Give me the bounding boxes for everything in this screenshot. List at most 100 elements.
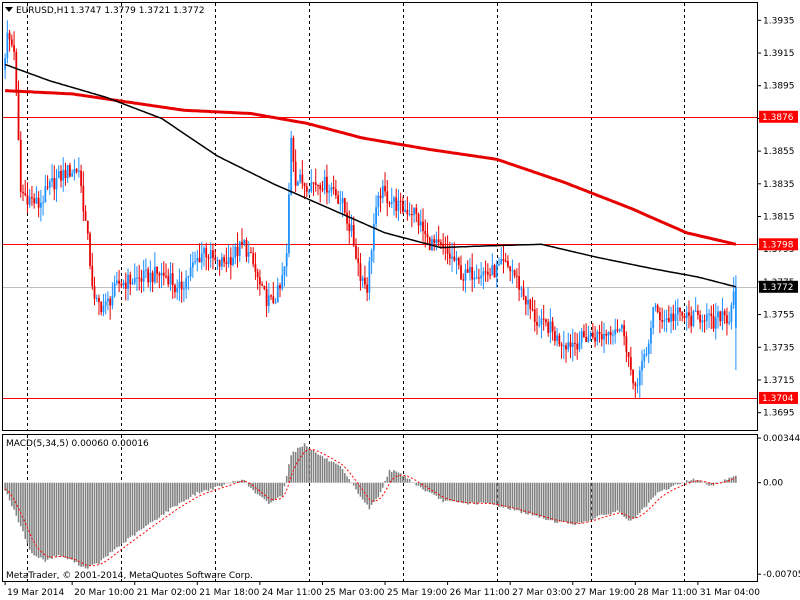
- macd-bar: [451, 482, 453, 502]
- candle-body: [529, 299, 532, 310]
- macd-bar: [455, 482, 458, 503]
- macd-bar: [379, 482, 382, 493]
- current-price-tag-label: 1.3772: [762, 283, 794, 293]
- candle-body: [82, 185, 85, 212]
- candle-body: [520, 288, 523, 290]
- macd-bar: [169, 482, 172, 509]
- macd-bar: [437, 482, 440, 499]
- macd-bar: [53, 482, 56, 557]
- candle-body: [189, 267, 192, 277]
- candle-body: [28, 197, 31, 205]
- candle-body: [504, 260, 507, 262]
- candle-body: [451, 256, 453, 259]
- candle-body: [100, 302, 103, 312]
- macd-bar: [355, 482, 357, 490]
- candle-body: [549, 321, 552, 333]
- macd-bar: [75, 482, 78, 562]
- macd-panel[interactable]: [2, 434, 758, 582]
- macd-bar: [556, 482, 558, 524]
- macd-bar: [674, 482, 677, 485]
- macd-bar: [464, 482, 467, 504]
- macd-bar: [104, 482, 107, 557]
- macd-bar: [283, 482, 286, 487]
- macd-bar: [547, 482, 549, 520]
- candle-body: [93, 286, 96, 299]
- macd-bar: [487, 482, 489, 504]
- macd-bar: [621, 482, 623, 515]
- candle-body: [393, 197, 395, 202]
- candle-body: [223, 257, 226, 263]
- candle-body: [518, 276, 521, 290]
- candle-body: [62, 169, 65, 181]
- macd-bar: [109, 482, 111, 553]
- macd-bar: [469, 482, 471, 504]
- candle-body: [247, 252, 250, 257]
- candle-body: [86, 220, 89, 234]
- price-tick-label: 1.3735: [763, 343, 795, 353]
- candle-body: [531, 309, 534, 311]
- candle-body: [708, 313, 710, 315]
- candle-body: [659, 311, 661, 321]
- candle-body: [540, 318, 543, 325]
- macd-axis: 0.00344 0.00 -0.00705: [757, 434, 800, 580]
- candle-body: [185, 277, 188, 289]
- candle-body: [726, 315, 728, 324]
- candle-body: [567, 342, 570, 350]
- candle-body: [308, 191, 310, 193]
- candle-body: [44, 186, 47, 203]
- candle-body: [321, 189, 324, 191]
- candle-body: [355, 245, 357, 259]
- candle-body: [402, 201, 404, 212]
- candle-body: [337, 195, 339, 204]
- macd-bar: [247, 482, 250, 487]
- macd-bar: [578, 482, 581, 523]
- macd-tick-label: -0.00705: [763, 570, 800, 580]
- macd-bar: [536, 482, 538, 516]
- candle-body: [71, 173, 74, 177]
- macd-bar: [373, 482, 375, 502]
- candle-body: [629, 357, 632, 370]
- macd-bar: [417, 482, 420, 486]
- macd-bar: [98, 482, 100, 565]
- candle-body: [647, 343, 650, 354]
- macd-bar: [250, 482, 252, 488]
- macd-signal-line: [4, 448, 737, 567]
- macd-bar: [697, 479, 699, 483]
- candle-body: [346, 212, 348, 224]
- macd-bar: [272, 482, 275, 502]
- macd-bar: [303, 443, 306, 483]
- macd-bar: [402, 476, 404, 483]
- candle-body: [140, 278, 143, 282]
- candle-body: [424, 231, 427, 235]
- candle-body: [359, 263, 362, 281]
- candle-body: [437, 239, 440, 243]
- candle-body: [69, 165, 71, 177]
- macd-bar: [668, 482, 670, 490]
- macd-bar: [576, 482, 578, 524]
- candle-body: [710, 313, 713, 317]
- macd-bar: [426, 482, 429, 492]
- candle-body: [542, 318, 545, 320]
- price-tick-label: 1.3895: [763, 82, 795, 92]
- triangle-icon[interactable]: [5, 7, 13, 12]
- macd-bar: [654, 482, 657, 496]
- candle-body: [688, 312, 690, 316]
- candle-body: [562, 345, 565, 347]
- macd-bar: [390, 471, 393, 483]
- candle-body: [115, 280, 118, 284]
- macd-bar: [636, 482, 639, 515]
- macd-bar: [285, 476, 288, 483]
- macd-bar: [480, 482, 482, 503]
- macd-bar: [571, 482, 574, 525]
- macd-bar: [100, 482, 102, 561]
- macd-bar: [180, 482, 183, 502]
- candle-body: [607, 331, 610, 336]
- candle-body: [160, 272, 163, 276]
- macd-bar: [679, 482, 681, 485]
- macd-bar: [149, 482, 152, 523]
- macd-bar: [225, 482, 228, 484]
- macd-bar: [26, 482, 29, 544]
- macd-bar: [176, 482, 178, 506]
- candle-body: [191, 262, 194, 268]
